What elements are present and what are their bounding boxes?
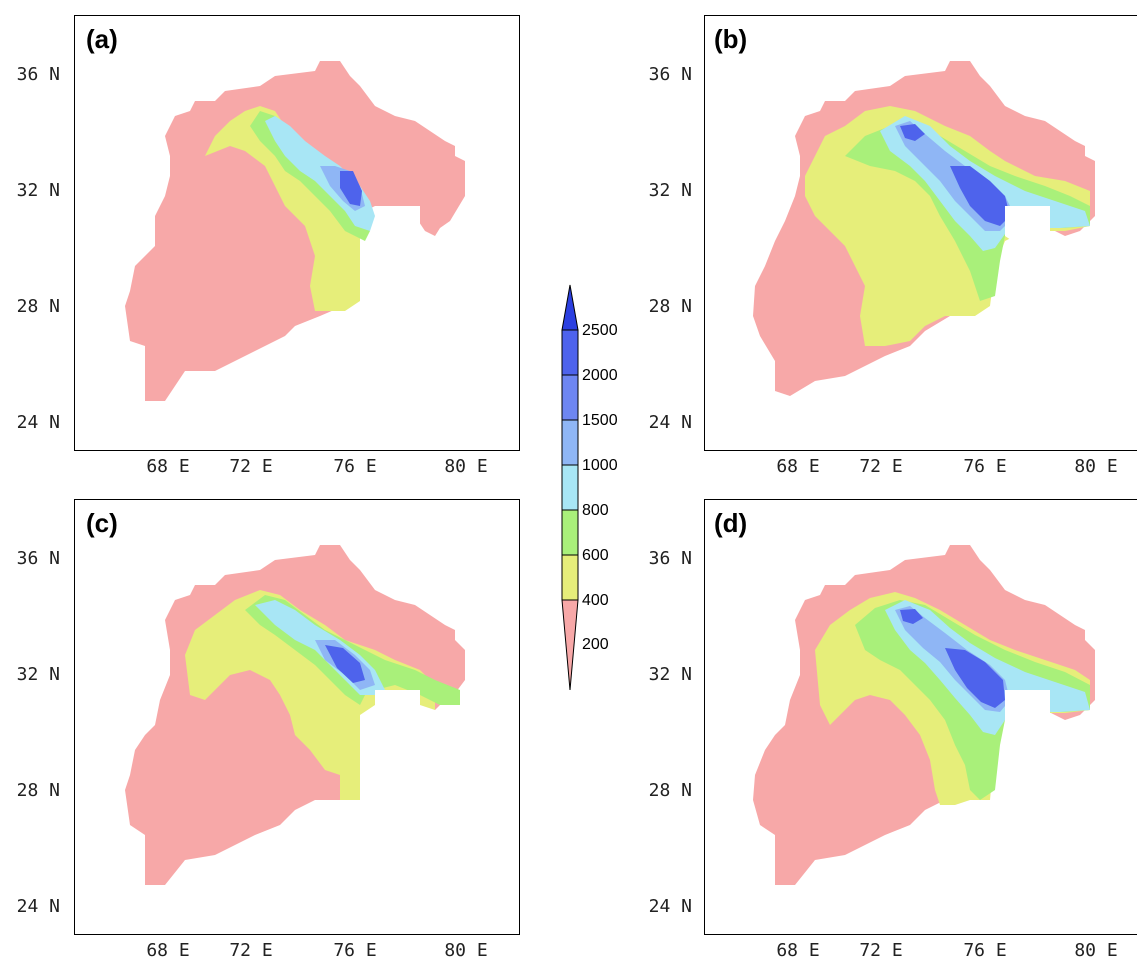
colorbar-bottom-arrow bbox=[561, 599, 579, 690]
map-contours-a bbox=[125, 61, 465, 401]
lon-label-76-d: 76 E bbox=[963, 940, 1007, 961]
colorbar-seg-400 bbox=[561, 554, 579, 601]
map-frame-c bbox=[74, 499, 520, 935]
lat-label-24-d: 24 N bbox=[648, 896, 692, 917]
lon-label-80-c: 80 E bbox=[444, 940, 488, 961]
lon-label-80-b: 80 E bbox=[1074, 456, 1118, 477]
lon-label-68-b: 68 E bbox=[776, 456, 820, 477]
map-contours-b bbox=[753, 61, 1095, 396]
panel-a: (a) 36 N 32 N 28 N 24 N 68 E 72 E 76 E 8… bbox=[0, 0, 530, 477]
map-frame-a bbox=[74, 15, 520, 451]
region-white-notch-d bbox=[1005, 690, 1050, 740]
panel-label-b: (b) bbox=[714, 24, 748, 54]
colorbar-seg-600 bbox=[561, 509, 579, 556]
lon-label-80: 80 E bbox=[444, 456, 488, 477]
colorbar-label-2500: 2500 bbox=[582, 322, 618, 339]
lon-label-72-d: 72 E bbox=[859, 940, 903, 961]
colorbar-label-800: 800 bbox=[582, 502, 609, 519]
map-frame-b bbox=[704, 15, 1137, 451]
colorbar-seg-1500 bbox=[561, 374, 579, 421]
region-1500-d bbox=[900, 609, 1005, 708]
lon-label-72-c: 72 E bbox=[229, 940, 273, 961]
region-1500-c bbox=[325, 645, 365, 683]
map-contours-c bbox=[125, 545, 465, 885]
lat-label-28: 28 N bbox=[16, 296, 60, 317]
lon-label-68-d: 68 E bbox=[776, 940, 820, 961]
lat-label-32-d: 32 N bbox=[648, 664, 692, 685]
colorbar-graphic bbox=[561, 284, 579, 690]
lat-label-36: 36 N bbox=[16, 64, 60, 85]
colorbar-seg-800 bbox=[561, 464, 579, 511]
colorbar-label-200: 200 bbox=[582, 636, 609, 653]
lat-label-32-c: 32 N bbox=[16, 664, 60, 685]
lon-label-68: 68 E bbox=[146, 456, 190, 477]
region-1500-a bbox=[340, 171, 362, 206]
map-frame-d bbox=[704, 499, 1137, 935]
lat-label-28-c: 28 N bbox=[16, 780, 60, 801]
colorbar-label-1500: 1500 bbox=[582, 412, 618, 429]
colorbar-label-400: 400 bbox=[582, 592, 609, 609]
colorbar: 2500 2000 1500 1000 800 600 400 200 bbox=[560, 280, 640, 690]
lat-label-24: 24 N bbox=[16, 412, 60, 433]
lat-label-28-b: 28 N bbox=[648, 296, 692, 317]
colorbar-label-2000: 2000 bbox=[582, 367, 618, 384]
colorbar-label-1000: 1000 bbox=[582, 457, 618, 474]
colorbar-top-arrow bbox=[561, 284, 579, 331]
panel-b: (b) 36 N 32 N 28 N 24 N 68 E 72 E 76 E 8… bbox=[630, 0, 1137, 477]
panel-label-c: (c) bbox=[86, 508, 118, 538]
region-white-notch-a bbox=[375, 206, 420, 256]
lat-label-32-b: 32 N bbox=[648, 180, 692, 201]
lat-label-36-c: 36 N bbox=[16, 548, 60, 569]
region-400-a bbox=[205, 106, 360, 311]
colorbar-seg-1000 bbox=[561, 419, 579, 466]
lon-label-76-c: 76 E bbox=[333, 940, 377, 961]
lon-label-72-b: 72 E bbox=[859, 456, 903, 477]
lat-label-36-b: 36 N bbox=[648, 64, 692, 85]
lat-label-24-b: 24 N bbox=[648, 412, 692, 433]
region-white-notch-b bbox=[1005, 206, 1050, 256]
panel-c: (c) 36 N 32 N 28 N 24 N 68 E 72 E 76 E 8… bbox=[0, 485, 530, 967]
lat-label-24-c: 24 N bbox=[16, 896, 60, 917]
region-white-notch-c bbox=[375, 690, 420, 740]
map-contours-d bbox=[753, 545, 1095, 885]
panel-label-d: (d) bbox=[714, 508, 748, 538]
panel-label-a: (a) bbox=[86, 24, 118, 54]
lon-label-76-b: 76 E bbox=[963, 456, 1007, 477]
lon-label-68-c: 68 E bbox=[146, 940, 190, 961]
lat-label-32: 32 N bbox=[16, 180, 60, 201]
lon-label-76: 76 E bbox=[333, 456, 377, 477]
region-1500-b bbox=[900, 124, 1010, 226]
lon-label-72: 72 E bbox=[229, 456, 273, 477]
lon-label-80-d: 80 E bbox=[1074, 940, 1118, 961]
colorbar-label-600: 600 bbox=[582, 547, 609, 564]
colorbar-seg-2000 bbox=[561, 329, 579, 376]
lat-label-28-d: 28 N bbox=[648, 780, 692, 801]
panel-d: (d) 36 N 32 N 28 N 24 N 68 E 72 E 76 E 8… bbox=[630, 485, 1137, 967]
region-400-c bbox=[185, 590, 435, 800]
lat-label-36-d: 36 N bbox=[648, 548, 692, 569]
